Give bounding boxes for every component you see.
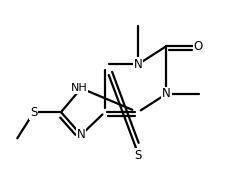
Text: NH: NH (70, 83, 87, 93)
Text: N: N (134, 58, 142, 71)
Text: O: O (194, 40, 203, 53)
Text: S: S (30, 106, 38, 119)
Text: N: N (162, 87, 171, 100)
Text: N: N (77, 128, 85, 141)
Text: S: S (134, 149, 142, 162)
